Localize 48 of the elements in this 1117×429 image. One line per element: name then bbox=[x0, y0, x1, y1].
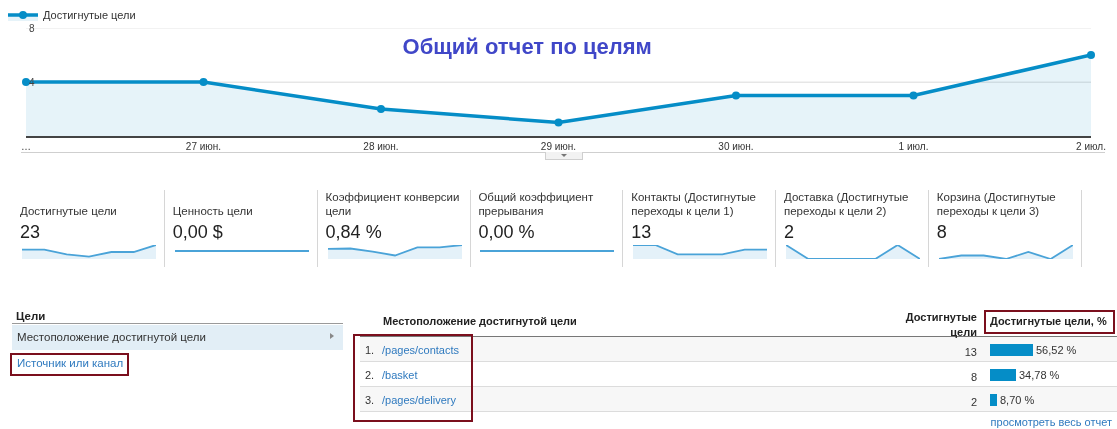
point bbox=[732, 91, 740, 100]
text: 8 bbox=[970, 371, 977, 383]
text: 3. bbox=[365, 394, 375, 407]
y-tick-label: /pages/contacts bbox=[382, 344, 460, 357]
chart-subtitle: 23 bbox=[20, 222, 41, 243]
text: 1. bbox=[365, 344, 375, 357]
point bbox=[377, 105, 385, 113]
text: просмотреть весь отчет bbox=[990, 416, 1112, 428]
data-label: 8,70 % bbox=[1000, 394, 1035, 406]
text: Цели bbox=[16, 310, 46, 323]
chart-title: Достигнутые цели bbox=[20, 204, 117, 218]
x-tick-label: 30 июн. bbox=[718, 140, 754, 152]
chart-title: Корзина (Достигнутые переходы к цели 3) bbox=[936, 190, 1057, 218]
chart-title: Общий отчет по целям bbox=[402, 33, 652, 59]
legend-label: Достигнутые цели bbox=[43, 9, 136, 22]
point bbox=[554, 118, 563, 127]
text: 2. bbox=[365, 369, 375, 382]
data-label: 56,52 % bbox=[1036, 344, 1077, 356]
text: Ценность цели bbox=[172, 204, 253, 218]
x-tick-label: 1 июл. bbox=[898, 140, 929, 152]
text: 13 bbox=[964, 346, 977, 358]
chart-title: Доставка (Достигнутые переходы к цели 2) bbox=[784, 190, 910, 218]
chart-title: Коэффициент конверсии цели bbox=[325, 190, 461, 218]
chart-subtitle: 0,84 % bbox=[325, 222, 382, 243]
x-tick-label: 29 июн. bbox=[540, 140, 577, 152]
text: 0,00 $ bbox=[172, 222, 223, 243]
x-tick-label: 27 июн. bbox=[185, 140, 222, 152]
y-tick-label: /pages/delivery bbox=[382, 394, 456, 407]
text: Общий коэффициент прерывания bbox=[478, 190, 595, 218]
x-tick-label: 2 июл. bbox=[1076, 140, 1106, 152]
point bbox=[199, 78, 208, 86]
text: Источник или канал bbox=[17, 357, 124, 370]
chart-subtitle: 8 bbox=[936, 222, 947, 243]
x-tick-label: … bbox=[21, 140, 31, 152]
text: Достигнутые цели bbox=[905, 311, 977, 338]
chart-subtitle: 2 bbox=[784, 222, 795, 243]
point bbox=[1087, 51, 1095, 59]
x-tick-label: 28 июн. bbox=[363, 140, 399, 152]
text: 2 bbox=[970, 396, 977, 408]
text: Местоположение достигнутой цели bbox=[17, 331, 206, 344]
data-label: 34,78 % bbox=[1019, 369, 1060, 381]
y-axis-title: Местоположение достигнутой цели bbox=[383, 315, 577, 328]
x-axis-title: Достигнутые цели, % bbox=[990, 315, 1107, 328]
point bbox=[909, 91, 918, 100]
chart-title: Контакты (Достигнутые переходы к цели 1) bbox=[631, 190, 757, 218]
y-tick-label: /basket bbox=[382, 369, 418, 382]
chart-subtitle: 13 bbox=[631, 222, 652, 243]
text: 0,00 % bbox=[478, 222, 535, 243]
